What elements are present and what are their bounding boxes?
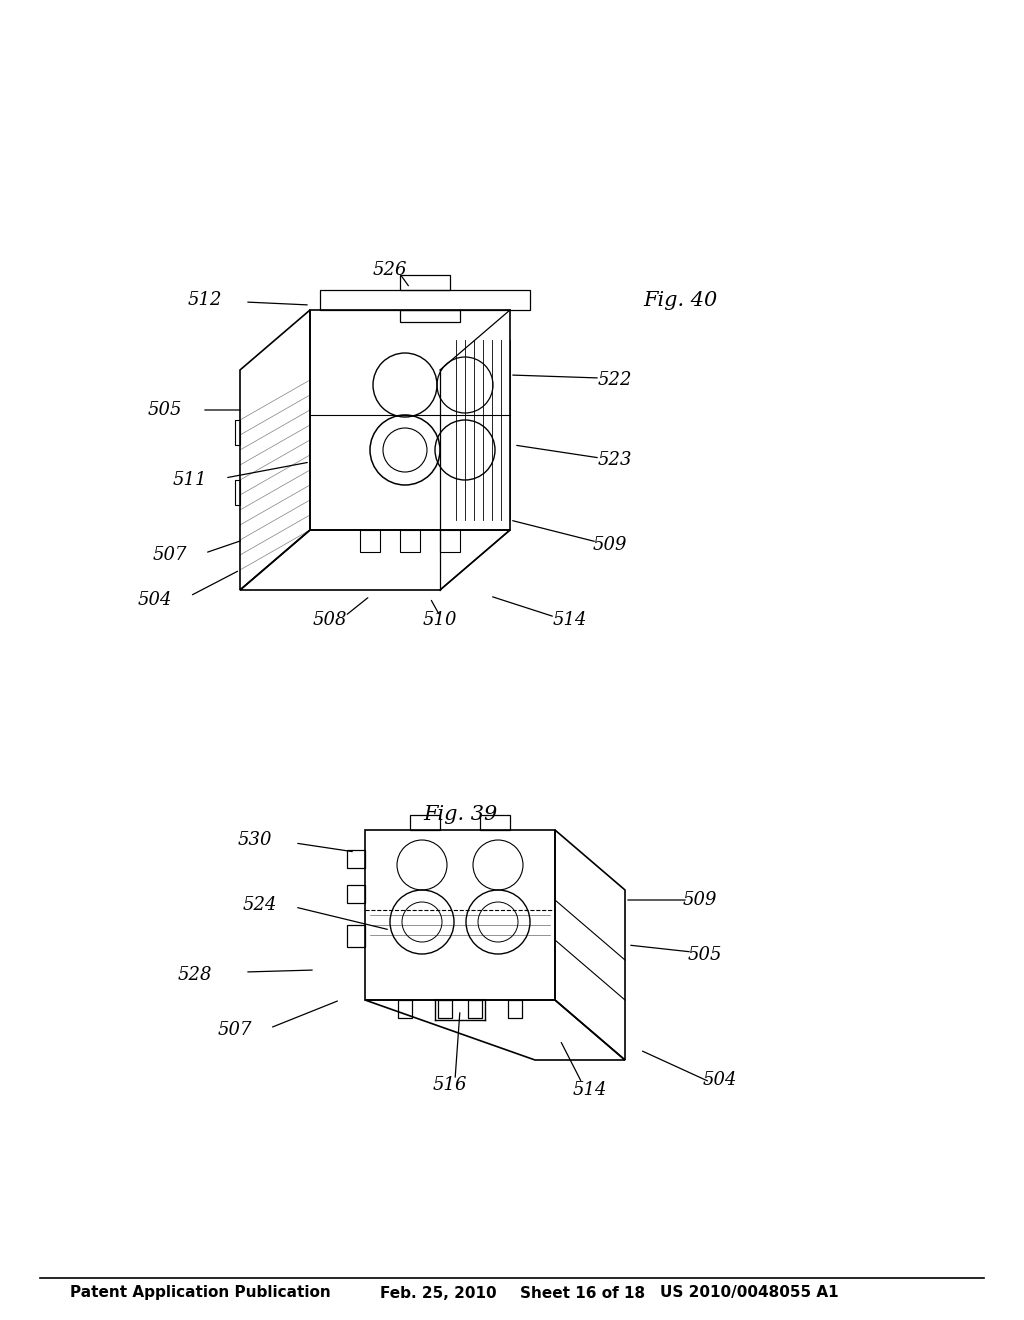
Text: 511: 511	[173, 471, 207, 488]
Bar	[480, 814, 510, 830]
Text: 504: 504	[138, 591, 172, 609]
Text: 510: 510	[423, 611, 458, 630]
Bar	[400, 310, 460, 322]
Text: Fig. 40: Fig. 40	[643, 290, 717, 309]
Bar	[400, 275, 450, 290]
Bar	[440, 531, 460, 552]
Bar	[400, 531, 420, 552]
Text: 507: 507	[218, 1020, 252, 1039]
Bar	[234, 420, 240, 445]
Text: 514: 514	[553, 611, 587, 630]
Bar	[468, 1001, 482, 1018]
Text: 514: 514	[572, 1081, 607, 1100]
Bar	[508, 1001, 522, 1018]
Text: 509: 509	[593, 536, 628, 554]
Bar	[234, 480, 240, 506]
Text: 523: 523	[598, 451, 632, 469]
Bar	[438, 1001, 452, 1018]
Text: 504: 504	[702, 1071, 737, 1089]
Text: 505: 505	[688, 946, 722, 964]
Text: 524: 524	[243, 896, 278, 913]
Text: 530: 530	[238, 832, 272, 849]
Bar	[347, 884, 365, 903]
Text: US 2010/0048055 A1: US 2010/0048055 A1	[660, 1286, 839, 1300]
Text: Patent Application Publication: Patent Application Publication	[70, 1286, 331, 1300]
Text: 516: 516	[433, 1076, 467, 1094]
Bar	[398, 1001, 412, 1018]
Text: 508: 508	[312, 611, 347, 630]
Text: 507: 507	[153, 546, 187, 564]
Text: Sheet 16 of 18: Sheet 16 of 18	[520, 1286, 645, 1300]
Text: Fig. 39: Fig. 39	[423, 805, 497, 825]
Text: 526: 526	[373, 261, 408, 279]
Bar	[410, 814, 440, 830]
Bar	[360, 531, 380, 552]
Text: 512: 512	[187, 290, 222, 309]
Text: 528: 528	[178, 966, 212, 983]
Text: Feb. 25, 2010: Feb. 25, 2010	[380, 1286, 497, 1300]
Text: 522: 522	[598, 371, 632, 389]
Text: 509: 509	[683, 891, 717, 909]
Bar	[319, 290, 530, 310]
Bar	[347, 925, 365, 946]
Bar	[347, 850, 365, 869]
Text: 505: 505	[147, 401, 182, 418]
